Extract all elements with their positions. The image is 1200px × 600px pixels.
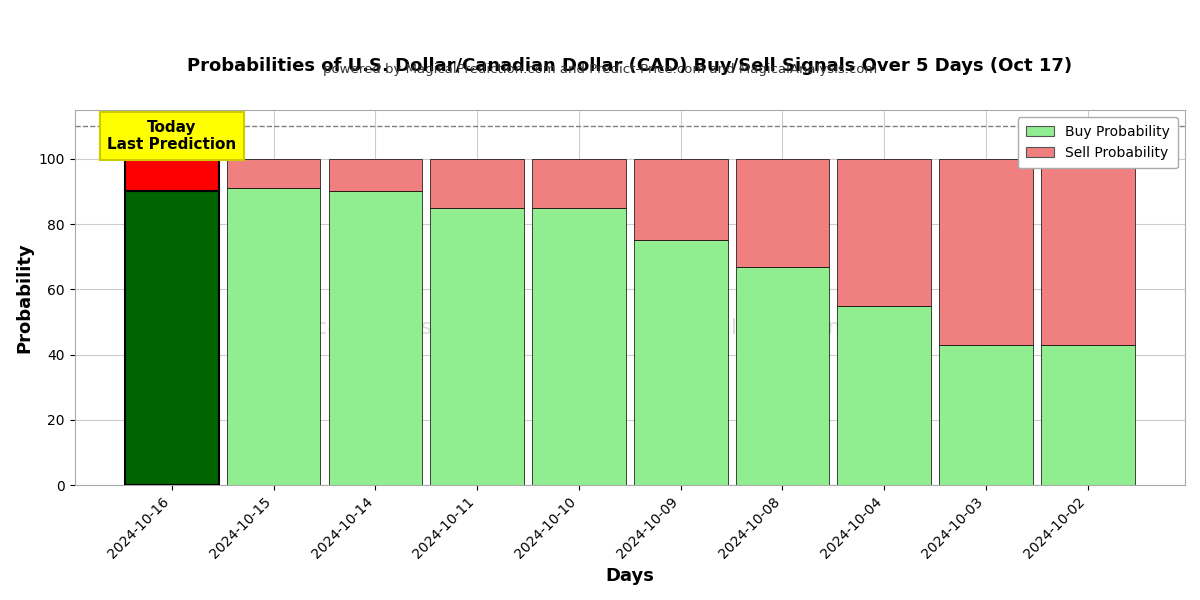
Bar xyxy=(532,159,625,208)
Title: Probabilities of U.S. Dollar/Canadian Dollar (CAD) Buy/Sell Signals Over 5 Days : Probabilities of U.S. Dollar/Canadian Do… xyxy=(187,57,1073,75)
Bar xyxy=(227,159,320,188)
Text: Today
Last Prediction: Today Last Prediction xyxy=(107,120,236,152)
Bar xyxy=(431,208,524,485)
Bar xyxy=(940,345,1033,485)
Legend: Buy Probability, Sell Probability: Buy Probability, Sell Probability xyxy=(1018,117,1178,169)
Bar xyxy=(125,191,218,485)
Bar xyxy=(838,305,931,485)
Bar xyxy=(838,159,931,305)
Bar xyxy=(329,191,422,485)
Bar xyxy=(125,159,218,191)
Text: MagicalPrediction.com: MagicalPrediction.com xyxy=(656,317,892,338)
X-axis label: Days: Days xyxy=(605,567,654,585)
Bar xyxy=(634,241,727,485)
Text: MagicalAnalysis.com: MagicalAnalysis.com xyxy=(266,317,482,338)
Y-axis label: Probability: Probability xyxy=(16,242,34,353)
Bar xyxy=(940,159,1033,345)
Bar xyxy=(227,188,320,485)
Bar xyxy=(634,159,727,241)
Bar xyxy=(736,266,829,485)
Bar xyxy=(532,208,625,485)
Bar xyxy=(736,159,829,266)
Bar xyxy=(1040,159,1134,345)
Bar xyxy=(1040,345,1134,485)
Bar xyxy=(431,159,524,208)
Bar xyxy=(329,159,422,191)
Text: powered by MagicalPrediction.com and Predict-Price.com and MagicalAnalysis.com: powered by MagicalPrediction.com and Pre… xyxy=(323,63,877,76)
